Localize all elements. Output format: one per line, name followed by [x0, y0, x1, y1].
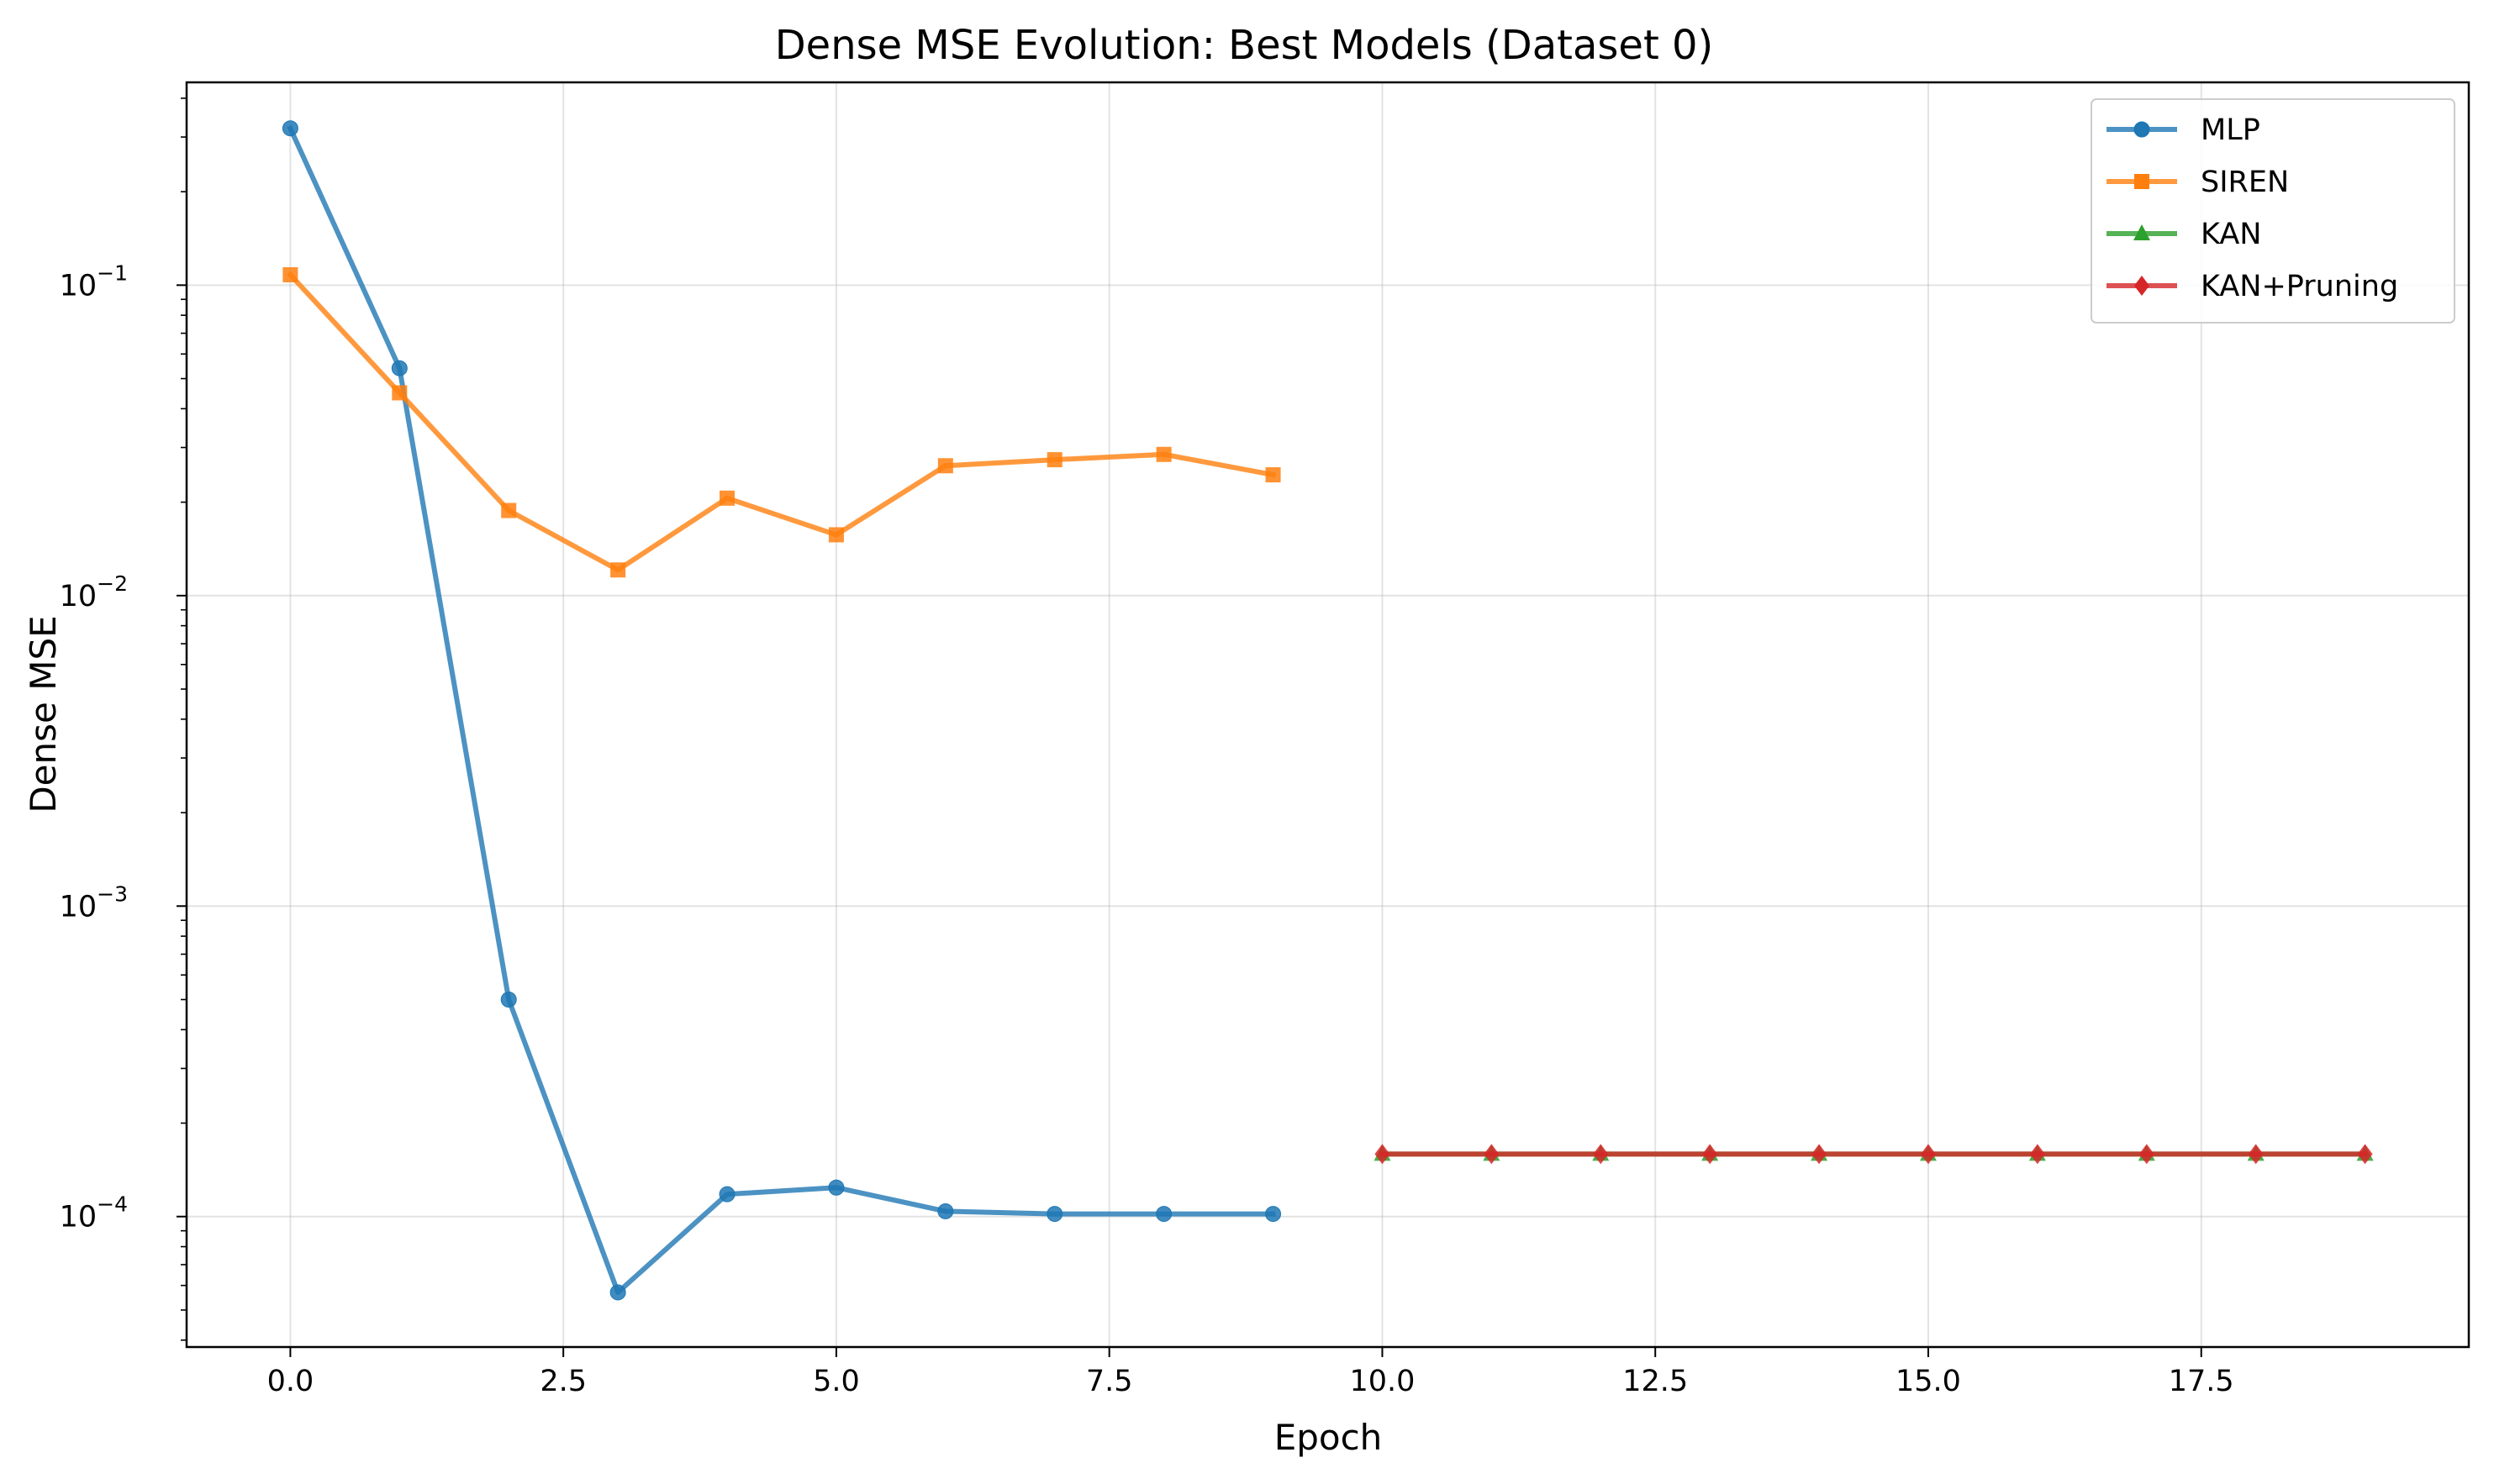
x-axis-label: Epoch [1274, 1417, 1383, 1458]
data-point [1920, 1144, 1936, 1165]
data-point [609, 1284, 626, 1301]
data-point [391, 360, 408, 376]
data-point [282, 266, 298, 282]
y-tick-label: 10−4 [60, 1192, 128, 1234]
legend-label: MLP [2201, 113, 2260, 147]
y-axis-label: Dense MSE [23, 615, 64, 813]
x-tick-label: 15.0 [1896, 1365, 1961, 1398]
data-point [937, 1202, 954, 1219]
data-point [1484, 1144, 1500, 1165]
legend-label: SIREN [2201, 166, 2289, 199]
data-point [1156, 446, 1172, 462]
data-point [1374, 1144, 1390, 1165]
y-tick-base: 10 [60, 1201, 98, 1234]
y-tick-label: 10−1 [60, 260, 128, 303]
data-point [1811, 1144, 1827, 1165]
x-tick-label: 7.5 [1086, 1365, 1133, 1398]
data-point [937, 458, 953, 474]
data-point [500, 991, 517, 1008]
data-point [1265, 467, 1281, 483]
y-tick-exponent: −3 [97, 881, 128, 906]
x-tick-label: 12.5 [1622, 1365, 1688, 1398]
data-point [392, 385, 408, 401]
data-point [501, 503, 517, 518]
series-layer [282, 120, 2374, 1301]
data-point [1702, 1144, 1718, 1165]
plot-area-frame [185, 81, 2470, 1349]
data-point [282, 120, 298, 137]
data-point [720, 490, 736, 506]
data-point [2029, 1144, 2045, 1165]
y-tick-base: 10 [60, 890, 98, 924]
legend-marker [2133, 224, 2150, 240]
data-point [610, 562, 626, 578]
x-tick-label: 2.5 [540, 1365, 587, 1398]
legend-marker [2133, 121, 2150, 138]
data-point [1156, 1206, 1173, 1223]
series-line-mlp [287, 124, 1276, 1295]
legend-box [2091, 98, 2455, 324]
series-line-siren [287, 271, 1277, 573]
legend: MLP SIREN KAN KAN+Pruning [2091, 98, 2455, 324]
y-tick-exponent: −2 [97, 571, 128, 596]
legend-marker [2134, 174, 2149, 189]
data-point [1047, 452, 1062, 468]
data-point [1047, 1206, 1063, 1223]
x-tick-label: 5.0 [813, 1365, 860, 1398]
data-point [1265, 1206, 1282, 1223]
data-point [2138, 1144, 2154, 1165]
data-point [719, 1186, 736, 1202]
x-tick-label: 0.0 [267, 1365, 314, 1398]
legend-label: KAN+Pruning [2201, 270, 2398, 303]
data-point [828, 1179, 845, 1196]
x-tick-label: 10.0 [1349, 1365, 1415, 1398]
chart-title: Dense MSE Evolution: Best Models (Datase… [775, 22, 1714, 69]
data-point [1593, 1144, 1609, 1165]
y-tick-base: 10 [60, 580, 98, 613]
legend-marker [2134, 276, 2149, 296]
y-tick-label: 10−2 [60, 571, 128, 613]
data-point [2248, 1144, 2264, 1165]
y-tick-exponent: −4 [97, 1192, 128, 1217]
axis-layer: 0.0 2.5 5.0 7.5 10.0 12.5 15.0 17.510−110−210−3… [60, 97, 2234, 1398]
y-tick-label: 10−3 [60, 881, 128, 924]
legend-label: KAN [2201, 218, 2261, 251]
data-point [2357, 1144, 2373, 1165]
y-tick-base: 10 [60, 269, 98, 303]
data-point [828, 527, 844, 543]
x-tick-label: 17.5 [2169, 1365, 2234, 1398]
y-tick-exponent: −1 [97, 260, 128, 285]
